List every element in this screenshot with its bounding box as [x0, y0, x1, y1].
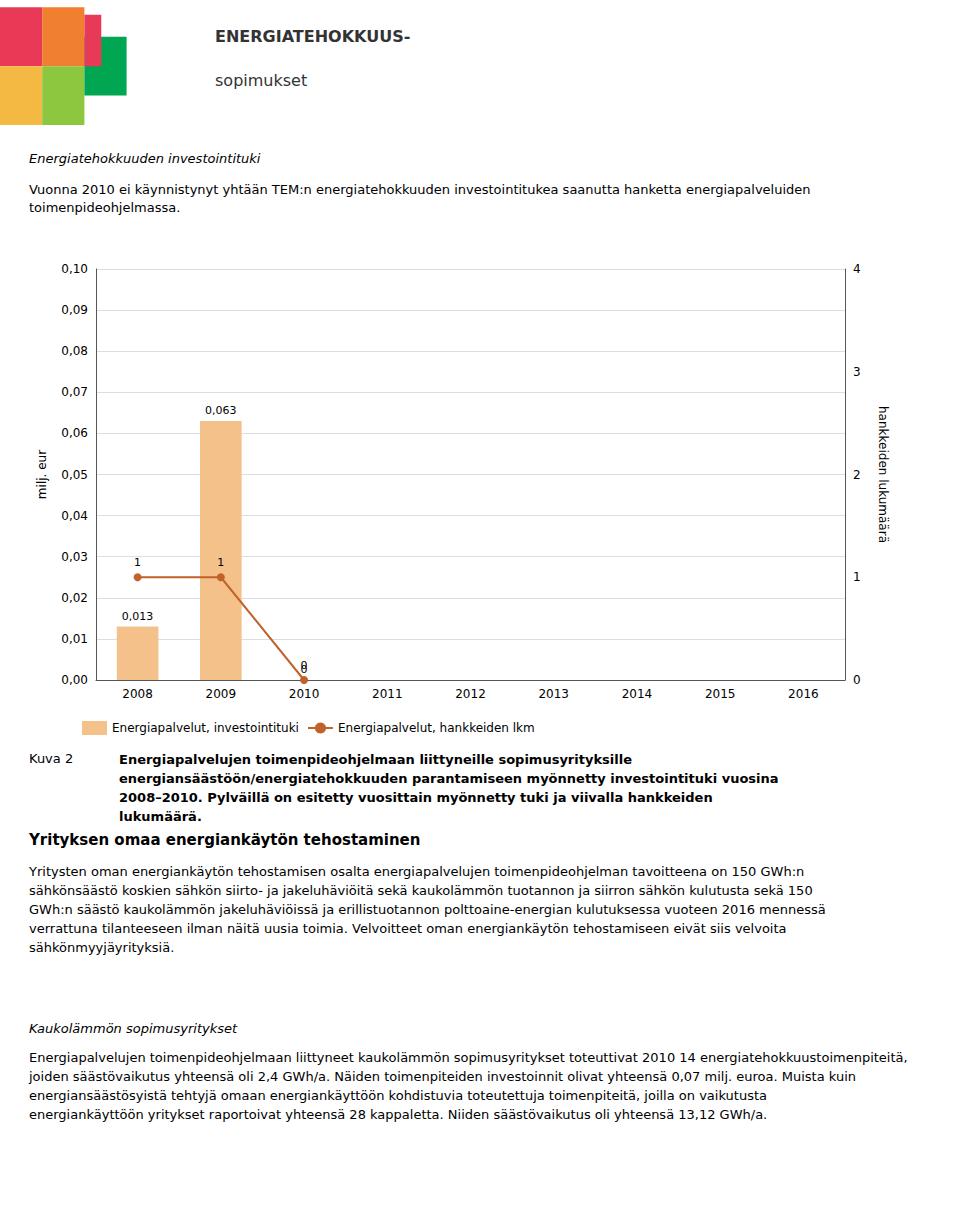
svg-text:Kuva 2: Kuva 2: [29, 751, 73, 766]
svg-text:0,04: 0,04: [61, 509, 88, 523]
svg-text:0,013: 0,013: [122, 610, 154, 623]
svg-text:sähkönmyyjäyrityksiä.: sähkönmyyjäyrityksiä.: [29, 940, 174, 955]
svg-text:1: 1: [217, 556, 224, 569]
svg-text:0,08: 0,08: [61, 344, 88, 358]
svg-text:2014: 2014: [622, 687, 653, 701]
svg-text:energiansäästösyistä tehtyjä o: energiansäästösyistä tehtyjä omaan energ…: [29, 1088, 771, 1103]
svg-text:verrattuna tilanteeseen ilman: verrattuna tilanteeseen ilman näitä uusi…: [29, 921, 791, 936]
svg-text:lukumäärä.: lukumäärä.: [119, 809, 202, 824]
svg-text:hankkeiden lukumäärä: hankkeiden lukumäärä: [876, 406, 890, 543]
svg-text:0,063: 0,063: [205, 404, 237, 417]
svg-text:Kaukolämmön sopimusyritykset: Kaukolämmön sopimusyritykset: [29, 1021, 238, 1036]
svg-text:Energiapalvelut, hankkeiden lk: Energiapalvelut, hankkeiden lkm: [338, 721, 535, 735]
svg-text:energiankäyttöön yritykset rap: energiankäyttöön yritykset raportoivat y…: [29, 1107, 767, 1122]
svg-text:sähkönsäästö koskien sähkön si: sähkönsäästö koskien sähkön siirto- ja j…: [29, 883, 817, 898]
svg-text:Energiapalvelujen toimenpideoh: Energiapalvelujen toimenpideohjelmaan li…: [119, 752, 632, 767]
svg-text:Vuonna 2010 ei käynnistynyt yh: Vuonna 2010 ei käynnistynyt yhtään TEM:n…: [29, 182, 815, 197]
svg-text:0,09: 0,09: [61, 303, 88, 317]
svg-text:energiansäästöön/energiatehokk: energiansäästöön/energiatehokkuuden para…: [119, 771, 779, 786]
svg-text:sopimukset: sopimukset: [215, 71, 307, 90]
svg-text:Energiapalvelujen toimenpideoh: Energiapalvelujen toimenpideohjelmaan li…: [29, 1050, 912, 1065]
svg-text:Yritysten oman energiankäytön: Yritysten oman energiankäytön tehostamis…: [28, 864, 808, 879]
svg-text:0,01: 0,01: [61, 632, 88, 646]
svg-text:toimenpideohjelmassa.: toimenpideohjelmassa.: [29, 200, 180, 215]
svg-text:2008–2010. Pylväillä on esitet: 2008–2010. Pylväillä on esitetty vuositt…: [119, 790, 717, 805]
svg-text:2008: 2008: [122, 687, 153, 701]
svg-text:0,02: 0,02: [61, 591, 88, 605]
svg-text:2012: 2012: [455, 687, 486, 701]
svg-text:2015: 2015: [705, 687, 736, 701]
svg-text:2011: 2011: [372, 687, 403, 701]
svg-text:0,00: 0,00: [61, 673, 88, 687]
svg-text:Energiapalvelut, investointitu: Energiapalvelut, investointituki: [112, 721, 299, 735]
svg-text:1: 1: [134, 556, 141, 569]
svg-text:2: 2: [853, 468, 861, 482]
svg-text:0,07: 0,07: [61, 385, 88, 399]
svg-text:2016: 2016: [788, 687, 819, 701]
svg-text:3: 3: [853, 365, 861, 379]
svg-text:milj. eur: milj. eur: [35, 450, 49, 499]
svg-text:GWh:n säästö kaukolämmön jakel: GWh:n säästö kaukolämmön jakeluhäviöissä…: [29, 902, 830, 917]
svg-text:0,06: 0,06: [61, 426, 88, 440]
svg-text:1: 1: [853, 570, 861, 584]
svg-text:Yrityksen omaa energiankäytön: Yrityksen omaa energiankäytön tehostamin…: [28, 831, 420, 849]
svg-text:2013: 2013: [538, 687, 569, 701]
svg-text:joiden säästövaikutus yhteensä: joiden säästövaikutus yhteensä oli 2,4 G…: [28, 1069, 860, 1084]
svg-text:4: 4: [853, 262, 861, 276]
svg-text:2010: 2010: [289, 687, 320, 701]
svg-text:0: 0: [301, 659, 308, 672]
svg-text:Energiatehokkuuden investointi: Energiatehokkuuden investointituki: [29, 151, 261, 166]
svg-text:0,05: 0,05: [61, 468, 88, 482]
svg-text:ENERGIATEHOKKUUS-: ENERGIATEHOKKUUS-: [215, 27, 410, 46]
svg-text:0,03: 0,03: [61, 550, 88, 564]
svg-text:0: 0: [853, 673, 861, 687]
svg-text:0,10: 0,10: [61, 262, 88, 276]
svg-text:2009: 2009: [206, 687, 237, 701]
